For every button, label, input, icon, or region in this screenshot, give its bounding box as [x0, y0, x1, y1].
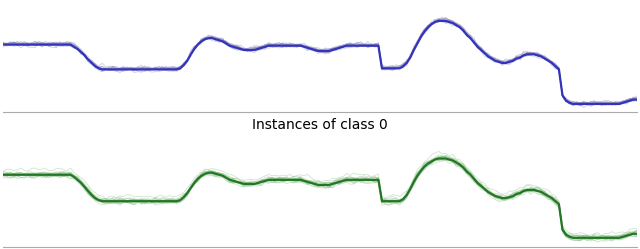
X-axis label: Instances of class 0: Instances of class 0 [252, 118, 388, 132]
